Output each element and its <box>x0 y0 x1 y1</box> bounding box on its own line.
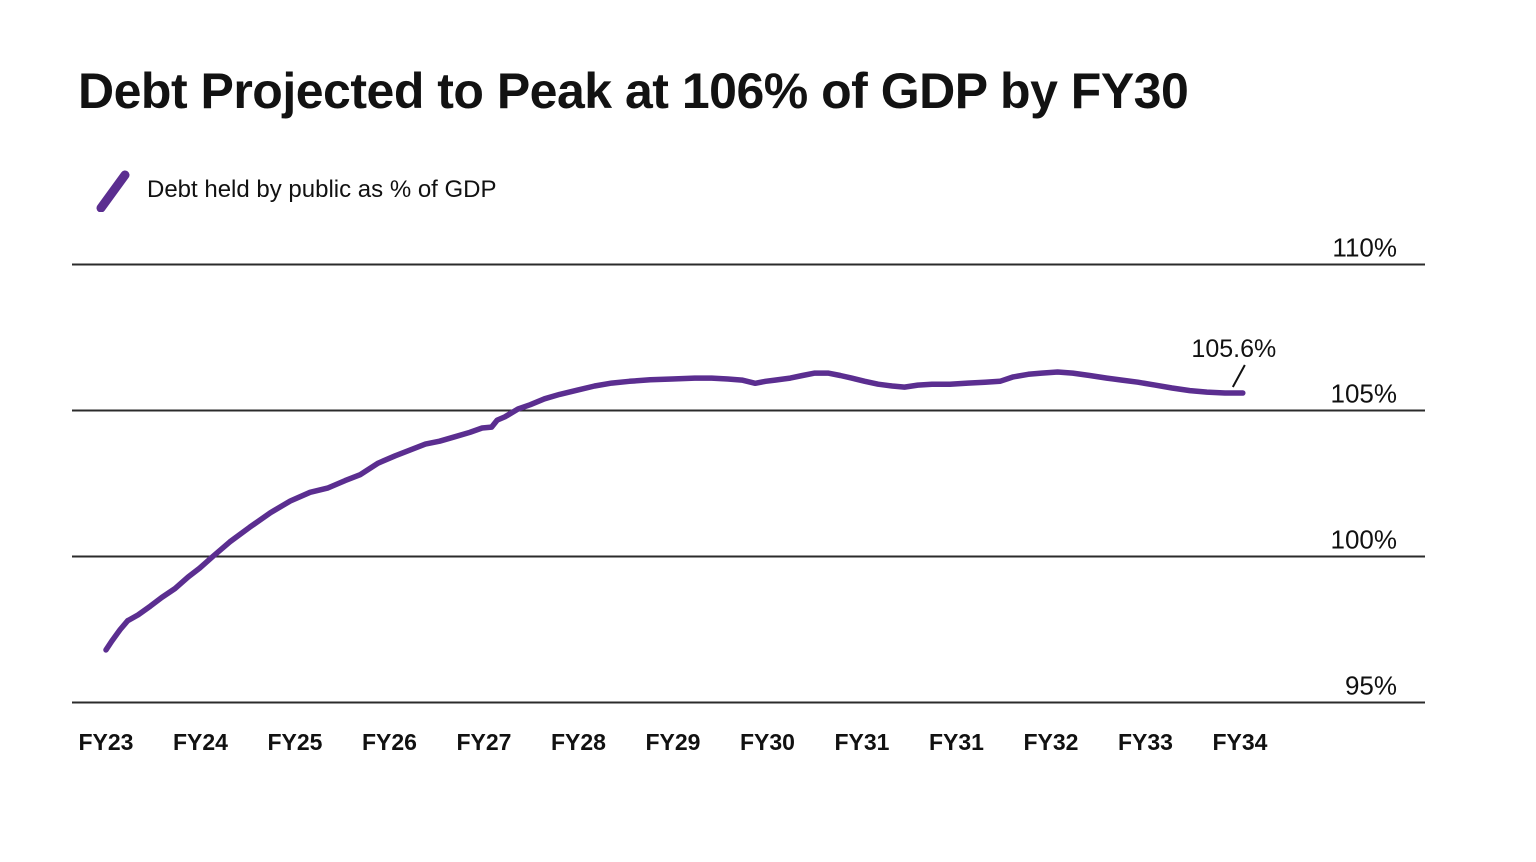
x-axis-label-FY31-8: FY31 <box>835 729 890 755</box>
x-axis-label-FY33-11: FY33 <box>1118 729 1173 755</box>
x-axis-label-FY34-12: FY34 <box>1213 729 1268 755</box>
legend-label: Debt held by public as % of GDP <box>147 176 497 203</box>
x-axis-label-FY28-5: FY28 <box>551 729 606 755</box>
y-axis-label-110%: 110% <box>1332 233 1397 263</box>
chart-title: Debt Projected to Peak at 106% of GDP by… <box>78 63 1189 119</box>
x-axis-label-FY29-6: FY29 <box>646 729 701 755</box>
legend-line-swatch-icon <box>96 170 130 212</box>
debt-line-series <box>103 369 1246 653</box>
x-axis-label-FY32-10: FY32 <box>1024 729 1079 755</box>
end-value-label: 105.6% <box>1191 335 1276 363</box>
y-axis-label-95%: 95% <box>1345 671 1397 701</box>
x-axis-label-FY24-1: FY24 <box>173 729 228 755</box>
x-axis-label-FY23-0: FY23 <box>79 729 134 755</box>
x-axis-label-FY30-7: FY30 <box>740 729 795 755</box>
y-axis-label-100%: 100% <box>1331 525 1398 555</box>
y-axis-label-105%: 105% <box>1331 379 1398 409</box>
x-axis-label-FY26-3: FY26 <box>362 729 417 755</box>
x-axis-label-FY27-4: FY27 <box>457 729 512 755</box>
x-axis-label-FY31-9: FY31 <box>929 729 984 755</box>
x-axis-label-FY25-2: FY25 <box>268 729 323 755</box>
annotation-callout-line <box>1231 364 1246 388</box>
legend: Debt held by public as % of GDP <box>94 168 497 212</box>
